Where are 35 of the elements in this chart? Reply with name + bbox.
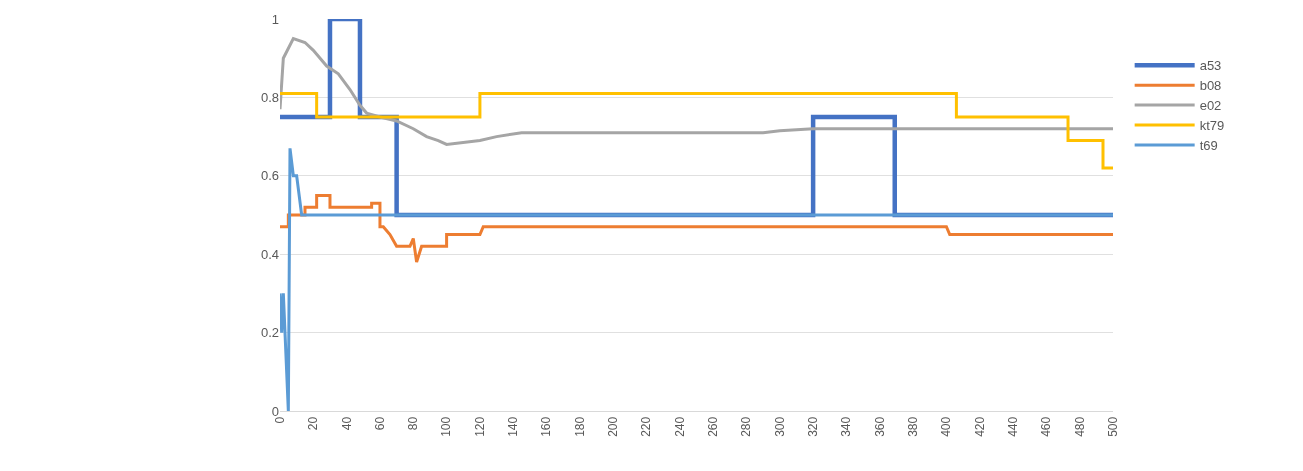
legend-label: e02 (1199, 98, 1222, 114)
y-tick-label: 1 (271, 11, 279, 27)
x-tick-label: 200 (606, 416, 621, 437)
x-tick-label: 60 (372, 416, 387, 431)
x-tick-label: 480 (1072, 416, 1087, 437)
y-tick-label: 0.6 (260, 168, 279, 184)
legend-label: kt79 (1199, 118, 1225, 134)
y-tick-label: 0.8 (260, 89, 279, 105)
x-tick-label: 240 (672, 416, 687, 437)
x-tick-label: 160 (539, 416, 554, 437)
legend-label: a53 (1199, 58, 1222, 74)
y-tick-label: 0.4 (260, 246, 279, 262)
x-tick-label: 440 (1005, 416, 1020, 437)
x-tick-label: 320 (806, 416, 821, 437)
x-tick-label: 420 (972, 416, 987, 437)
x-tick-label: 140 (506, 416, 521, 437)
x-tick-label: 80 (406, 416, 421, 431)
x-tick-label: 500 (1105, 416, 1120, 437)
x-tick-label: 280 (739, 416, 754, 437)
x-tick-label: 100 (439, 416, 454, 437)
x-tick-label: 300 (772, 416, 787, 437)
x-tick-label: 120 (472, 416, 487, 437)
x-tick-label: 360 (872, 416, 887, 437)
x-tick-label: 220 (639, 416, 654, 437)
x-tick-label: 260 (706, 416, 721, 437)
x-tick-label: 40 (339, 416, 354, 431)
x-tick-label: 400 (939, 416, 954, 437)
x-tick-label: 180 (572, 416, 587, 437)
x-tick-label: 20 (306, 416, 321, 431)
x-tick-label: 460 (1039, 416, 1054, 437)
x-tick-label: 380 (905, 416, 920, 437)
legend-label: t69 (1199, 137, 1218, 153)
legend-label: b08 (1199, 78, 1222, 94)
y-tick-label: 0.2 (260, 325, 279, 341)
x-tick-label: 340 (839, 416, 854, 437)
